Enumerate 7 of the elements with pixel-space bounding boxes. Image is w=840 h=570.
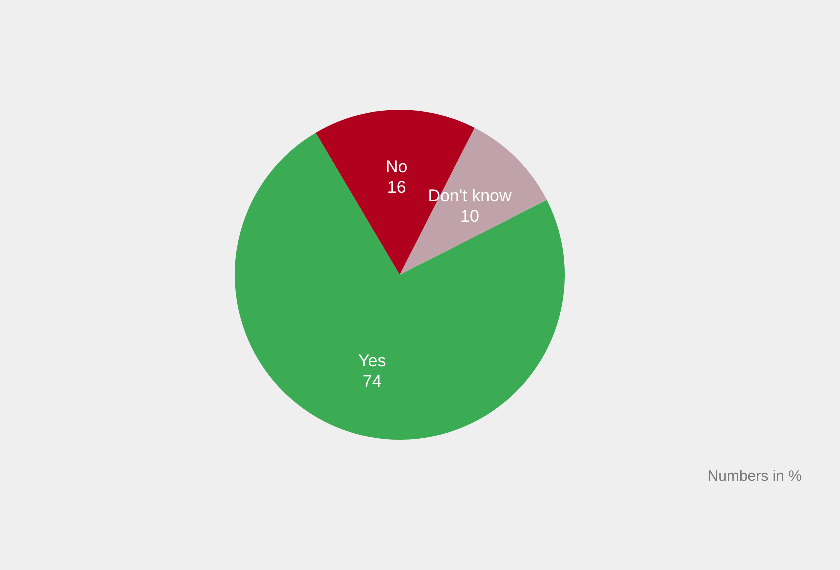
data-label: 16 — [387, 178, 406, 198]
slice-label: Yes — [358, 352, 386, 371]
slice-label: No — [386, 158, 408, 177]
data-label: 10 — [460, 206, 480, 226]
text: Numbers in % — [708, 468, 802, 485]
data-label: 74 — [362, 372, 382, 392]
pie-slice — [235, 132, 565, 440]
